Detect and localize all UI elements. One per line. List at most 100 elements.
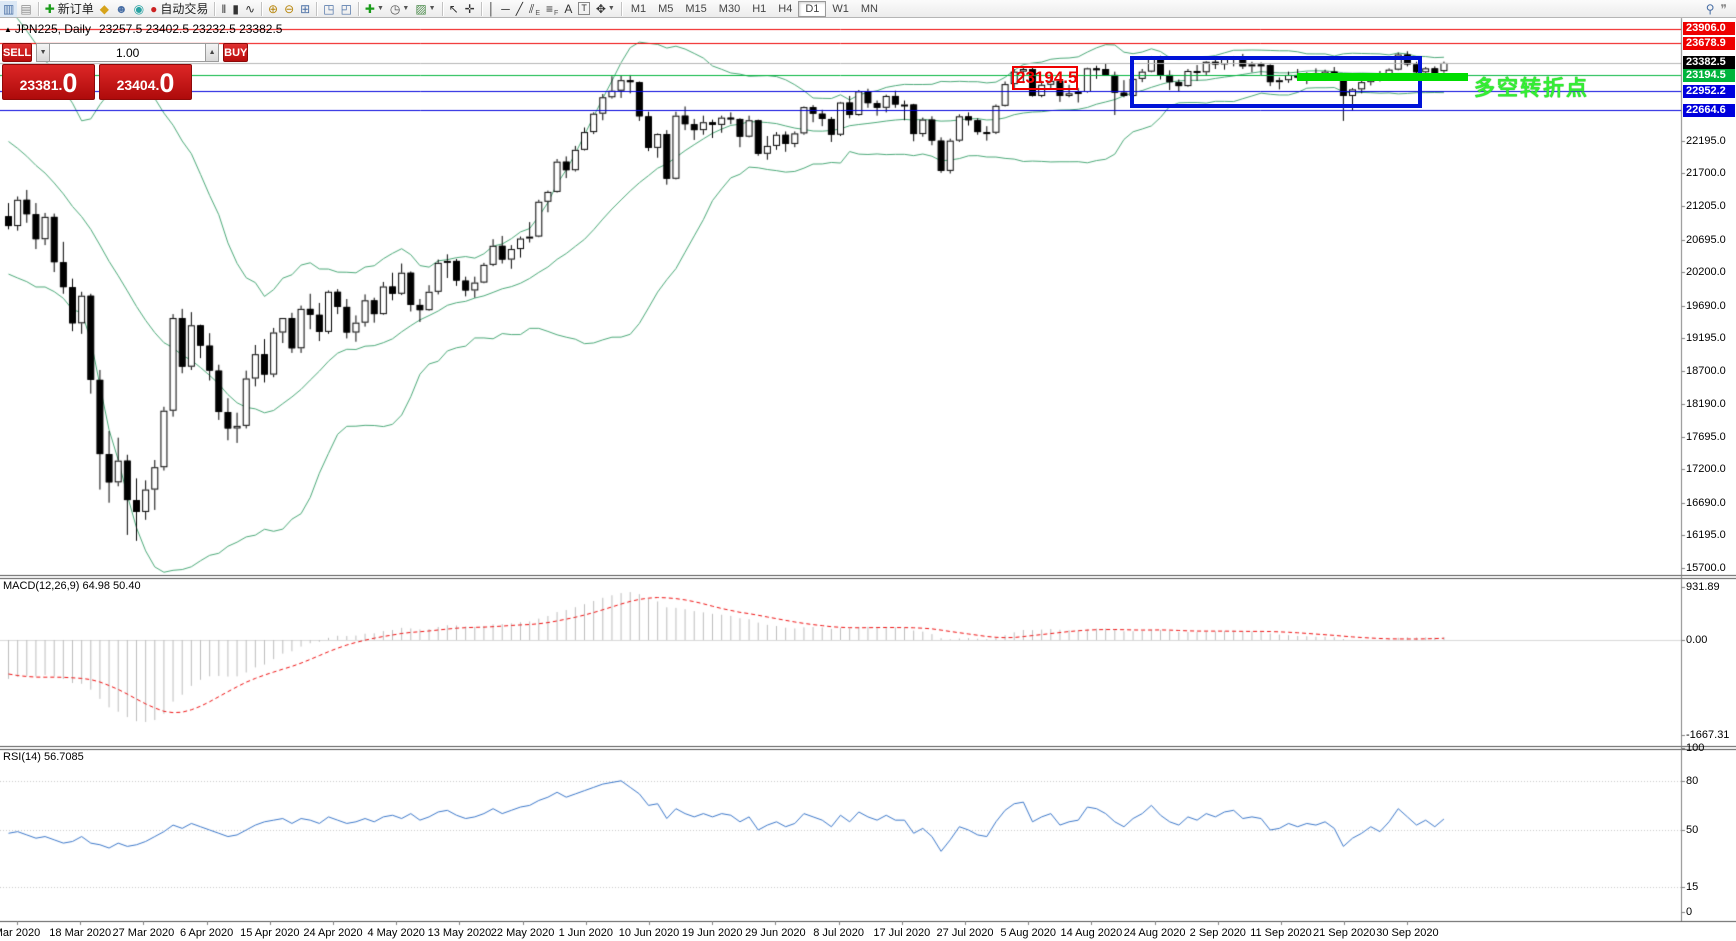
line-chart-mode-button[interactable]: ∿ [242, 1, 258, 17]
new-order-label: 新订单 [57, 2, 94, 16]
timeframe-mn-button[interactable]: MN [860, 2, 878, 15]
date-axis-label: 29 Jun 2020 [745, 927, 806, 939]
market-button[interactable]: ◆ [97, 1, 112, 17]
auto-arrange-button[interactable]: ◳ [320, 1, 337, 17]
chat-icon: ❞ [1720, 1, 1727, 16]
pivot-level-bar-annotation[interactable] [1297, 73, 1468, 81]
sell-button[interactable]: SELL [2, 43, 33, 62]
tile-windows-button[interactable]: ⊞ [297, 1, 313, 17]
arrows-tool-dropdown-icon[interactable]: ▼ [607, 5, 615, 12]
timeframe-m5-button[interactable]: M5 [658, 2, 674, 15]
autotrading-button[interactable]: ● 自动交易 [147, 1, 211, 17]
channel-tool-button[interactable]: ⫽ E [526, 1, 543, 17]
date-axis-label: 24 Apr 2020 [303, 927, 363, 939]
label-tool-button[interactable]: T [575, 1, 593, 17]
cascade-windows-button[interactable]: ◰ [338, 1, 355, 17]
main-toolbar: ▥ ▤ ✚ 新订单 ◆ ☻ ◉ ● 自动交易 ‖ ▮ ∿ ⊕ ⊖ ⊞ ◳ ◰ ✚ ▼ ◷ ▼ ▨ ▼ ↖ ✛ │ ─ ╱ ⫽ E ≡ F A T ✥… [0, 0, 1736, 18]
volume-input[interactable] [50, 43, 206, 62]
chart-title: ▲ JPN225, Daily 23257.5 23402.5 23232.5 23… [4, 22, 282, 36]
toolbar-separator [316, 1, 318, 16]
date-axis-label: 30 Sep 2020 [1376, 927, 1439, 939]
range-box-annotation[interactable] [1130, 56, 1422, 108]
profiles-button[interactable]: ▤ [17, 1, 34, 17]
period-selector-icon: ◷ [389, 1, 401, 16]
ask-price-button[interactable]: 23404. 0 [99, 64, 192, 100]
candlestick-mode-icon: ▮ [232, 1, 239, 16]
price-axis-tick-label: 19690.0 [1686, 299, 1726, 312]
template-selector-dropdown-icon[interactable]: ▼ [428, 5, 436, 12]
channel-tool-icon: ⫽ [528, 1, 535, 16]
add-indicator-dropdown-icon[interactable]: ▼ [376, 5, 384, 12]
zoom-in-button[interactable]: ⊕ [265, 1, 281, 17]
crosshair-tool-icon: ✛ [464, 1, 475, 16]
price-axis-tick-label: 21205.0 [1686, 200, 1726, 213]
fibonacci-tool-icon: ≡ [546, 1, 554, 16]
date-axis-label: 24 Aug 2020 [1123, 927, 1186, 939]
new-order-button[interactable]: ✚ 新订单 [42, 1, 97, 17]
label-tool-icon: T [578, 2, 590, 15]
timeframe-m1-button[interactable]: M1 [630, 2, 647, 15]
tile-windows-icon: ⊞ [300, 1, 311, 16]
bid-price-button[interactable]: 23381. 0 [2, 64, 95, 100]
autotrading-icon: ● [150, 1, 158, 16]
search-button[interactable]: ⚲ [1703, 1, 1718, 17]
date-axis-label: 13 May 2020 [427, 927, 492, 939]
timeframe-m15-button[interactable]: M15 [685, 2, 707, 15]
timeframe-d1-button[interactable]: D1 [798, 0, 827, 17]
experts-icon: ☻ [115, 1, 128, 16]
date-axis-label: 21 Sep 2020 [1312, 927, 1376, 939]
profiles-icon: ▤ [20, 1, 32, 16]
price-axis-tick-label: 21700.0 [1686, 167, 1726, 180]
horizontal-line-tool-icon: ─ [501, 1, 510, 16]
zoom-out-button[interactable]: ⊖ [281, 1, 297, 17]
volume-increase-button[interactable]: ▲ [205, 43, 220, 62]
ask-price-main: 23404. [116, 77, 160, 93]
fibonacci-tool-button[interactable]: ≡ F [543, 1, 561, 17]
price-line-tag: 23382.5 [1683, 56, 1735, 70]
price-line-tag: 22664.6 [1683, 103, 1735, 117]
timeframe-w1-button[interactable]: W1 [832, 2, 849, 15]
date-axis-label: 19 Jun 2020 [681, 927, 743, 939]
cursor-tool-button[interactable]: ↖ [446, 1, 462, 17]
price-axis-tick-label: 20695.0 [1686, 233, 1726, 246]
pivot-text-annotation[interactable]: 多空转折点 [1474, 77, 1589, 100]
bar-chart-mode-button[interactable]: ‖ [218, 1, 229, 17]
horizontal-line-tool-button[interactable]: ─ [498, 1, 513, 17]
period-selector-button[interactable]: ◷ ▼ [387, 1, 412, 17]
buy-button[interactable]: BUY [223, 43, 249, 62]
timeframe-m30-button[interactable]: M30 [718, 2, 741, 15]
collapse-arrow-icon[interactable]: ▲ [4, 25, 12, 34]
price-flag-annotation[interactable]: 23194.5 [1012, 66, 1078, 90]
new-chart-button[interactable]: ▥ [0, 0, 18, 17]
template-selector-button[interactable]: ▨ ▼ [412, 1, 438, 17]
vertical-line-tool-button[interactable]: │ [485, 1, 499, 17]
price-axis-tick-label: 18190.0 [1686, 398, 1726, 411]
macd-axis-tick-label: 931.89 [1686, 580, 1720, 593]
chat-button[interactable]: ❞ [1718, 1, 1730, 17]
volume-decrease-button[interactable]: ▼ [36, 43, 51, 62]
candlestick-mode-button[interactable]: ▮ [229, 1, 242, 17]
add-indicator-icon: ✚ [364, 1, 375, 16]
arrows-tool-button[interactable]: ✥ ▼ [593, 1, 618, 17]
crosshair-tool-button[interactable]: ✛ [462, 1, 478, 17]
toolbar-separator [357, 1, 359, 16]
toolbar-separator [480, 1, 482, 16]
one-click-trade-panel: SELL ▼ ▲ BUY 23381.0 23404.0 [2, 43, 249, 100]
autotrading-label: 自动交易 [160, 2, 209, 16]
add-indicator-button[interactable]: ✚ ▼ [362, 1, 387, 17]
period-selector-dropdown-icon[interactable]: ▼ [402, 5, 410, 12]
market-icon: ◆ [99, 1, 109, 16]
price-axis-tick-label: 15700.0 [1686, 561, 1726, 574]
text-tool-button[interactable]: A [561, 1, 575, 17]
zoom-out-icon: ⊖ [284, 1, 295, 16]
date-axis-label: 18 Mar 2020 [49, 927, 112, 939]
timeframe-h1-button[interactable]: H1 [752, 2, 767, 15]
trendline-tool-icon: ╱ [515, 1, 523, 16]
experts-button[interactable]: ☻ [112, 1, 131, 17]
trendline-tool-button[interactable]: ╱ [513, 1, 526, 17]
date-axis-label: 27 Mar 2020 [112, 927, 175, 939]
signals-button[interactable]: ◉ [131, 1, 147, 17]
timeframe-h4-button[interactable]: H4 [778, 2, 793, 15]
new-chart-icon: ▥ [3, 1, 15, 16]
